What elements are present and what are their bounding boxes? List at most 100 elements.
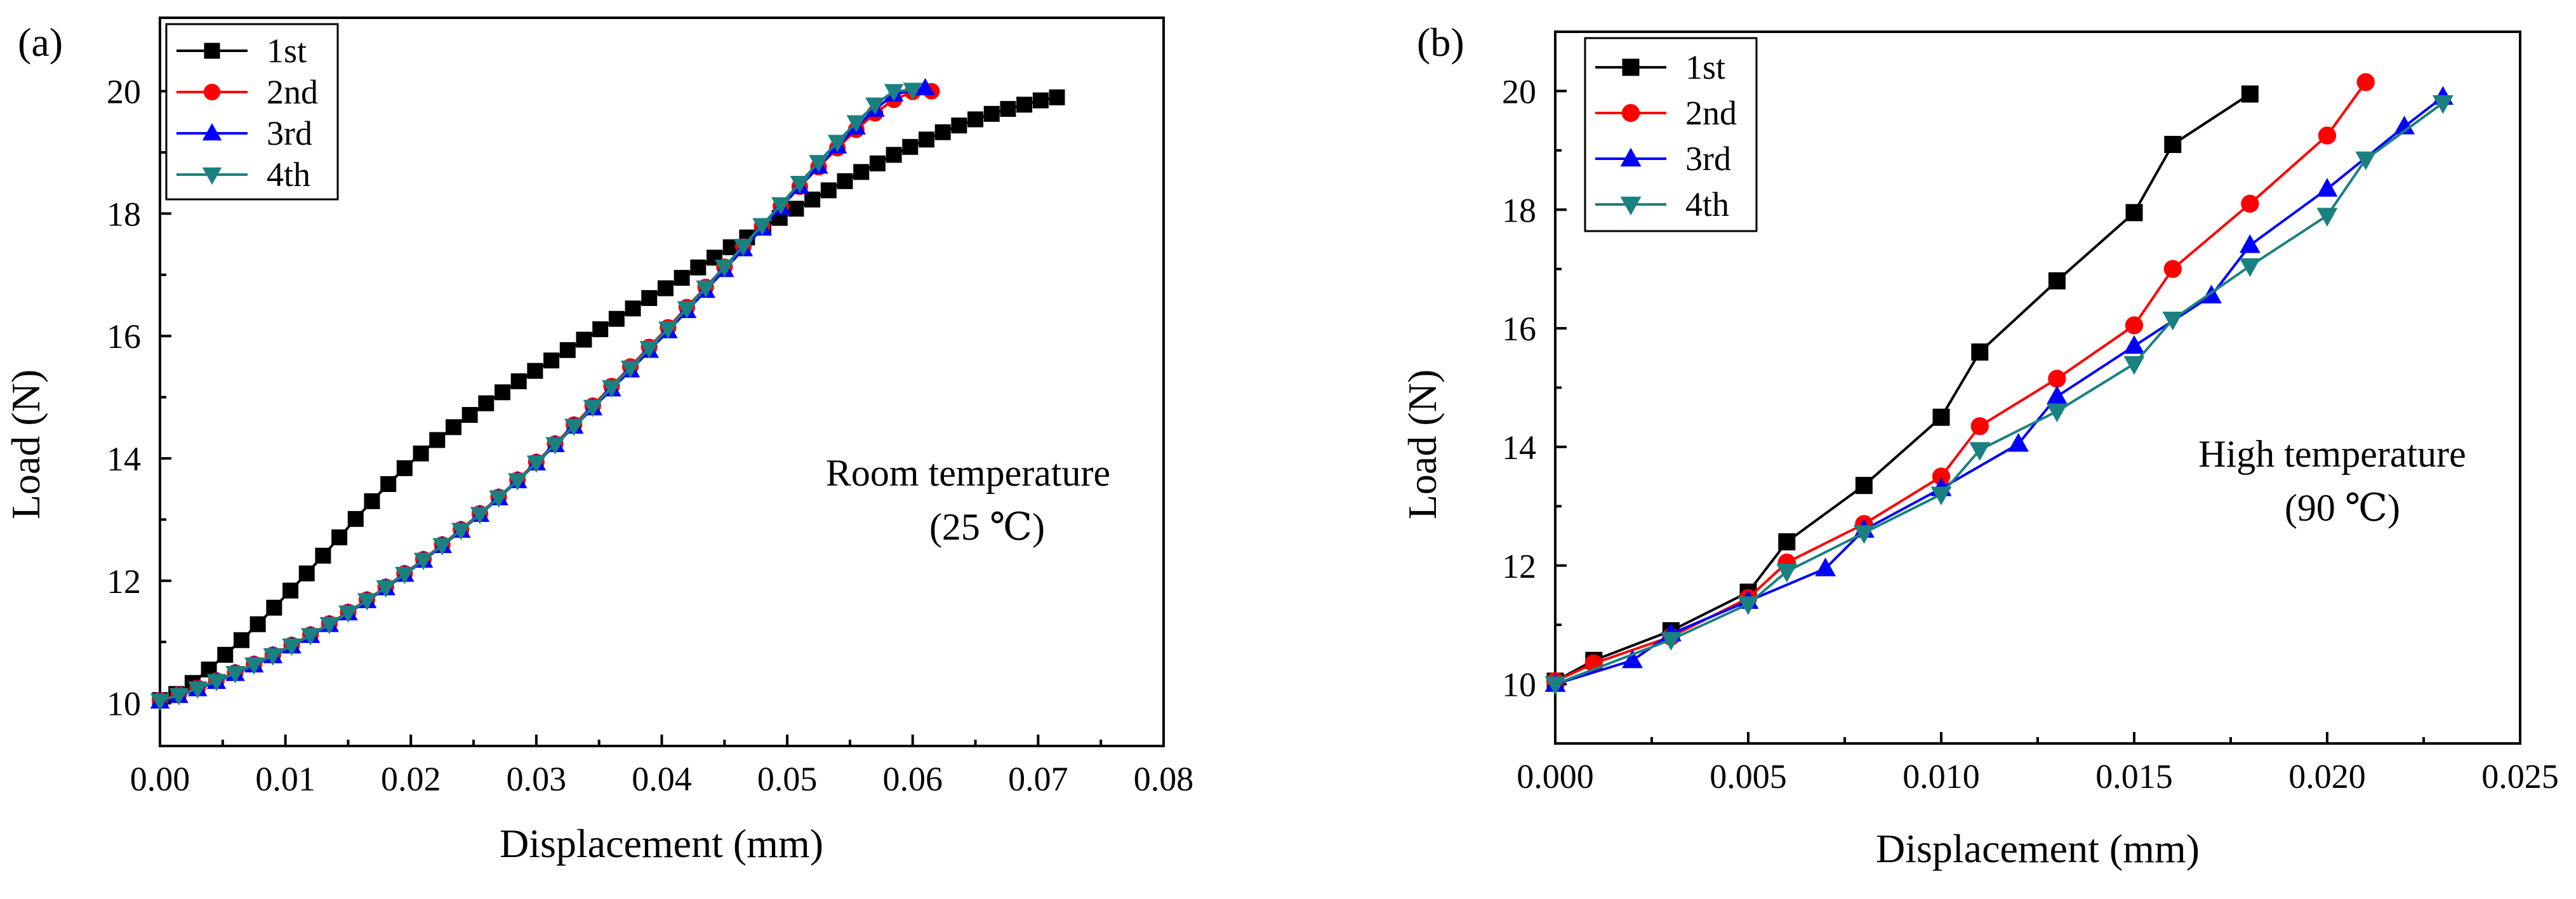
a-series-1st-point xyxy=(380,476,397,492)
a-series-4th-point xyxy=(715,259,734,277)
a-series-4th-point xyxy=(639,341,659,359)
a-series-4th-point xyxy=(658,321,678,339)
b-series-3rd-point xyxy=(1622,649,1643,669)
a-series-4th-point xyxy=(583,399,603,418)
b-series-4th-point xyxy=(2239,258,2261,277)
a-series-4th xyxy=(150,83,923,711)
b-series-4th-point xyxy=(1969,442,1991,461)
b-series-3rd-point xyxy=(1815,557,1836,576)
a-series-1st-point xyxy=(886,147,902,163)
a-series-4th-point xyxy=(169,688,189,706)
a-legend-label: 2nd xyxy=(267,73,318,111)
panel-b-annotation-line-1: High temperature xyxy=(2198,433,2466,475)
b-series-3rd-point xyxy=(2394,116,2415,135)
a-series-1st-point xyxy=(364,493,380,509)
a-series-1st-point xyxy=(413,445,429,462)
b-x-tick-label: 0.025 xyxy=(2481,757,2559,796)
a-y-tick-label: 18 xyxy=(107,195,141,233)
b-legend-label: 1st xyxy=(1685,48,1725,86)
b-y-tick-label: 18 xyxy=(1502,191,1536,229)
b-series-4th-point xyxy=(1737,596,1759,615)
a-series-1st-point xyxy=(690,259,707,276)
b-series-3rd-point xyxy=(2008,432,2029,452)
a-series-1st-point xyxy=(983,105,1000,122)
b-y-tick-label: 20 xyxy=(1502,72,1536,110)
b-series-3rd-point xyxy=(2316,178,2338,197)
a-series-1st-point xyxy=(820,182,837,199)
b-y-tick-label: 10 xyxy=(1502,666,1536,704)
b-legend-entry-2nd: 2nd xyxy=(1595,94,1737,132)
b-legend-marker xyxy=(1620,196,1642,216)
a-series-1st-point xyxy=(592,321,609,338)
b-series-1st-point xyxy=(1778,533,1796,550)
b-series-4th-point xyxy=(2123,356,2145,375)
a-series-4th-point xyxy=(376,580,395,598)
a-series-1st-point xyxy=(510,373,527,390)
a-x-tick-label: 0.01 xyxy=(255,760,315,798)
a-series-4th-point xyxy=(507,473,528,491)
a-series-1st-point xyxy=(331,529,348,545)
a-series-4th-point xyxy=(827,135,847,152)
panel-a-y-ticks: 10 12 14 16 18 20 xyxy=(107,73,171,723)
panel-a-annotation-line-2: (25 ℃) xyxy=(929,506,1045,548)
a-series-4th-point xyxy=(489,490,508,508)
b-x-tick-label: 0.015 xyxy=(2095,757,2173,796)
panel-a-series-group xyxy=(150,77,1065,711)
b-series-2nd-point xyxy=(2241,194,2259,213)
panel-a-x-ticks: 0.00 0.01 0.02 0.03 0.04 0.05 0.06 0.07 0.08 xyxy=(130,735,1194,798)
a-series-4th-point xyxy=(884,84,904,102)
a-series-4th-point xyxy=(470,507,490,524)
b-series-1st-line xyxy=(1555,93,2251,683)
panel-b-series-group xyxy=(1544,73,2453,695)
a-y-tick-label: 10 xyxy=(107,685,141,723)
a-series-1st-point xyxy=(559,342,576,358)
b-series-1st-point xyxy=(2164,135,2182,153)
b-legend-entry-4th: 4th xyxy=(1595,185,1729,223)
b-x-tick-label: 0.010 xyxy=(1902,757,1980,796)
a-series-1st-point xyxy=(543,352,560,369)
a-series-4th-point xyxy=(752,218,772,236)
b-legend-marker xyxy=(1622,58,1640,76)
chart-panel-b: (b) 0.000 0.005 0.010 0.015 0.020 0.025 10121… xyxy=(1400,20,2559,871)
a-series-1st-point xyxy=(478,395,495,411)
b-y-tick-label: 16 xyxy=(1502,310,1536,348)
b-legend-marker xyxy=(1620,147,1642,167)
b-y-tick-label: 14 xyxy=(1502,429,1536,467)
a-series-4th-point xyxy=(319,616,340,635)
a-series-1st-point xyxy=(396,460,413,476)
a-series-1st-point xyxy=(902,138,919,155)
a-series-1st-point xyxy=(233,632,249,648)
a-series-4th-point xyxy=(263,648,283,666)
a-y-tick-label: 20 xyxy=(107,73,141,111)
a-series-1st-point xyxy=(1032,92,1049,109)
a-series-1st-point xyxy=(951,117,967,134)
panel-b-x-ticks: 0.000 0.005 0.010 0.015 0.020 0.025 xyxy=(1517,732,2559,796)
panel-a-label: (a) xyxy=(18,20,63,65)
a-series-3rd-point xyxy=(915,77,935,96)
b-series-1st-point xyxy=(2048,272,2066,290)
a-series-1st-point xyxy=(249,616,266,632)
a-series-4th-point xyxy=(225,666,245,684)
a-series-1st-point xyxy=(576,331,592,348)
a-series-1st-point xyxy=(918,131,934,148)
a-y-tick-label: 12 xyxy=(107,563,141,601)
b-series-2nd-line xyxy=(1555,81,2367,683)
b-x-tick-label: 0.005 xyxy=(1710,757,1787,796)
a-series-1st xyxy=(152,89,1065,709)
a-x-tick-label: 0.08 xyxy=(1134,760,1194,798)
a-legend-label: 1st xyxy=(267,32,307,70)
a-series-4th-point xyxy=(338,605,358,623)
b-series-4th-point xyxy=(1660,632,1682,651)
a-legend-marker xyxy=(202,167,222,185)
a-x-tick-label: 0.02 xyxy=(381,760,441,798)
a-series-1st-point xyxy=(347,510,364,527)
a-legend-entry-2nd: 2nd xyxy=(176,73,318,111)
a-series-4th-point xyxy=(903,83,923,100)
a-series-1st-point xyxy=(461,407,478,423)
a-x-tick-label: 0.03 xyxy=(507,760,567,798)
panel-a-y-axis-title: Load (N) xyxy=(3,370,48,519)
b-legend-entry-1st: 1st xyxy=(1595,48,1725,86)
a-series-1st-point xyxy=(1049,89,1065,105)
a-x-tick-label: 0.00 xyxy=(130,760,190,798)
